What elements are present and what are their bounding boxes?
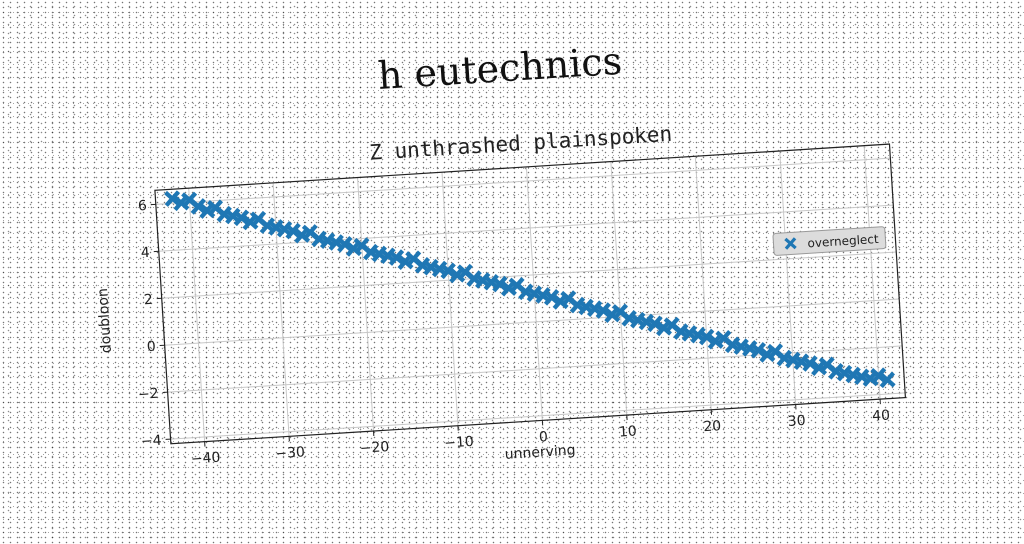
y-tick-label: −4 bbox=[141, 433, 163, 450]
y-tick-label: 0 bbox=[146, 339, 156, 356]
y-tick-label: 2 bbox=[143, 292, 153, 309]
x-tick-label: 30 bbox=[787, 413, 806, 430]
x-tick-label: −20 bbox=[359, 439, 389, 457]
y-tick-label: 4 bbox=[140, 245, 150, 262]
y-grid-line bbox=[156, 158, 891, 204]
x-grid-line bbox=[442, 172, 458, 425]
y-tick-label: 6 bbox=[137, 198, 147, 215]
legend: overneglect bbox=[773, 227, 886, 256]
x-grid-line bbox=[358, 178, 374, 431]
x-grid-line bbox=[864, 146, 880, 399]
x-grid-line bbox=[611, 162, 627, 415]
y-grid-line bbox=[165, 299, 900, 345]
x-tick-label: −40 bbox=[190, 450, 220, 468]
x-grid-line bbox=[189, 188, 205, 441]
x-tick-label: 40 bbox=[872, 408, 891, 425]
y-ticks: −4 −2 0 2 4 6 bbox=[126, 197, 171, 450]
x-grid-line bbox=[695, 156, 711, 409]
x-tick-label: 10 bbox=[618, 424, 637, 441]
x-tick-label: −30 bbox=[275, 444, 305, 462]
x-tick-label: −10 bbox=[444, 434, 474, 452]
y-axis-label: doubloon bbox=[95, 288, 115, 354]
x-axis-label: unnerving bbox=[504, 442, 576, 462]
y-tick-label: −2 bbox=[138, 386, 160, 403]
y-grid-line bbox=[168, 346, 903, 392]
x-tick-label: 20 bbox=[703, 418, 722, 435]
